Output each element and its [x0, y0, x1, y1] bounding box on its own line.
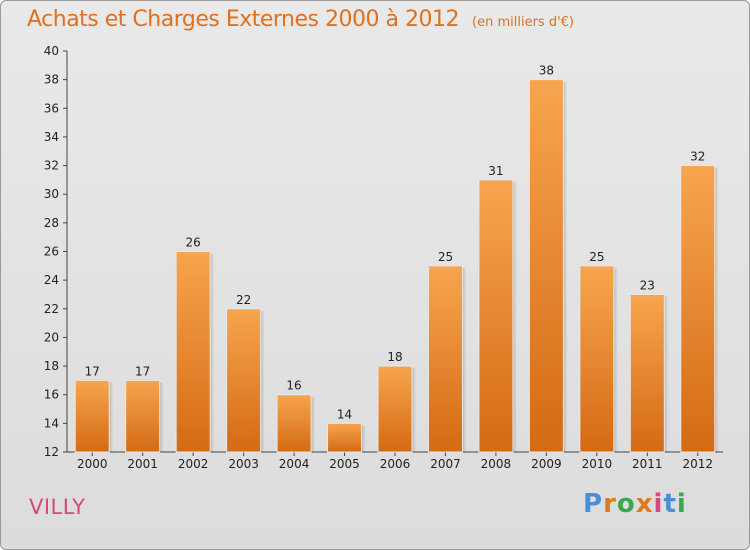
- x-tick-label-2012: 2012: [682, 457, 713, 471]
- logo-letter: i: [653, 489, 664, 519]
- title-row: Achats et Charges Externes 2000 à 2012 (…: [27, 7, 574, 32]
- bar-2006: [377, 365, 413, 453]
- data-label-2010: 25: [589, 250, 604, 264]
- bar-shadow: [462, 267, 467, 452]
- bar-shadow: [210, 253, 215, 452]
- y-tick-label: 24: [44, 273, 59, 287]
- y-tick-label: 34: [44, 130, 59, 144]
- bar-2004: [276, 394, 312, 453]
- bar-2007: [427, 265, 463, 453]
- bar-2009: [528, 79, 564, 453]
- chart-title: Achats et Charges Externes 2000 à 2012: [27, 7, 459, 32]
- data-label-2009: 38: [539, 64, 554, 78]
- bar-shadow: [260, 310, 265, 452]
- logo-letter: i: [676, 489, 687, 519]
- logo-letter: r: [603, 489, 617, 519]
- data-label-2001: 17: [135, 364, 150, 378]
- bars: 17 17 26 22 16 14 18 25 31 38 25 23 32: [74, 64, 719, 453]
- bar-shadow: [109, 382, 114, 452]
- y-tick-label: 16: [44, 388, 59, 402]
- bar-shadow: [664, 296, 669, 452]
- y-tick-label: 40: [44, 44, 59, 58]
- y-tick-label: 38: [44, 73, 59, 87]
- bar-shadow: [714, 167, 719, 453]
- y-tick-label: 20: [44, 330, 59, 344]
- bar-2008: [478, 179, 514, 453]
- y-tick-label: 36: [44, 101, 59, 115]
- x-tick-label-2006: 2006: [380, 457, 411, 471]
- y-tick-label: 26: [44, 245, 59, 259]
- data-label-2011: 23: [640, 278, 655, 292]
- bar-2005: [327, 422, 363, 453]
- axes: 12 14 16 18 20 22 24 26 28 30 32 34 36 38 40 2000 2001 20…: [44, 44, 723, 471]
- bar-shadow: [159, 382, 164, 452]
- logo-letter: P: [583, 489, 604, 519]
- x-tick-label-2000: 2000: [77, 457, 108, 471]
- x-tick-label-2009: 2009: [531, 457, 562, 471]
- data-label-2005: 14: [337, 407, 352, 421]
- proxiti-logo: Proxiti: [583, 489, 687, 519]
- data-label-2006: 18: [387, 350, 402, 364]
- data-label-2012: 32: [690, 150, 705, 164]
- data-label-2004: 16: [286, 379, 301, 393]
- x-tick-label-2002: 2002: [178, 457, 209, 471]
- y-tick-label: 14: [44, 416, 59, 430]
- logo-letter: t: [663, 489, 677, 519]
- logo-letter: x: [635, 489, 654, 519]
- bar-2012: [680, 165, 716, 453]
- x-tick-label-2008: 2008: [481, 457, 512, 471]
- logo-letter: o: [616, 489, 636, 519]
- data-label-2003: 22: [236, 293, 251, 307]
- bar-shadow: [613, 267, 618, 452]
- data-label-2008: 31: [488, 164, 503, 178]
- x-tick-label-2011: 2011: [632, 457, 663, 471]
- y-tick-label: 12: [44, 445, 59, 459]
- town-name: VILLY: [29, 495, 86, 519]
- bar-shadow: [563, 81, 568, 453]
- data-label-2002: 26: [186, 236, 201, 250]
- y-tick-label: 28: [44, 216, 59, 230]
- bar-shadow: [412, 368, 416, 452]
- x-tick-label-2003: 2003: [228, 457, 259, 471]
- bar-2010: [579, 265, 615, 453]
- x-tick-label-2001: 2001: [127, 457, 158, 471]
- x-tick-label-2010: 2010: [582, 457, 613, 471]
- bar-2000: [74, 379, 110, 453]
- bar-shadow: [512, 181, 517, 452]
- bar-shadow: [361, 425, 366, 452]
- bar-shadow: [311, 396, 316, 452]
- bar-2001: [125, 379, 161, 453]
- chart-subtitle: (en milliers d'€): [472, 15, 574, 30]
- bar-2011: [629, 293, 665, 453]
- bar-2003: [226, 308, 262, 453]
- y-tick-label: 30: [44, 187, 59, 201]
- data-label-2007: 25: [438, 250, 453, 264]
- x-tick-label-2007: 2007: [430, 457, 461, 471]
- bar-2002: [175, 251, 211, 453]
- y-tick-label: 18: [44, 359, 59, 373]
- data-label-2000: 17: [85, 364, 100, 378]
- y-tick-label: 22: [44, 302, 59, 316]
- x-tick-label-2004: 2004: [279, 457, 310, 471]
- x-tick-label-2005: 2005: [329, 457, 360, 471]
- y-tick-label: 32: [44, 159, 59, 173]
